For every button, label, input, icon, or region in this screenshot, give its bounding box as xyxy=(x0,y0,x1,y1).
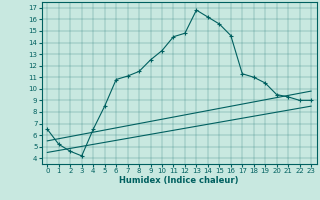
X-axis label: Humidex (Indice chaleur): Humidex (Indice chaleur) xyxy=(119,176,239,185)
